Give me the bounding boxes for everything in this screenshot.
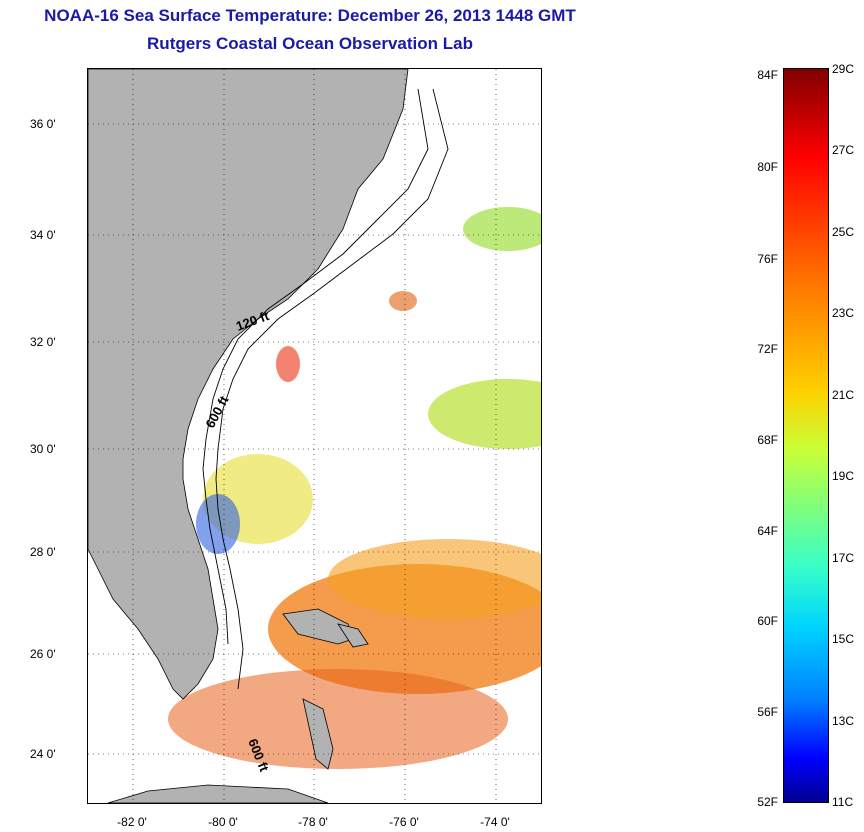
colorbar-f-label: 64F <box>757 524 778 538</box>
sst-patch-red-north <box>276 346 300 382</box>
lon-tick-label: -78 0' <box>298 815 328 829</box>
colorbar-c-label: 17C <box>832 551 855 565</box>
colorbar <box>783 68 829 803</box>
lon-tick-label: -74 0' <box>480 815 510 829</box>
colorbar-f-label: 60F <box>757 614 778 628</box>
colorbar-c-label: 25C <box>832 225 855 239</box>
land-cuba <box>107 784 329 803</box>
colorbar-f-label: 72F <box>757 342 778 356</box>
colorbar-c-label: 29C <box>832 62 855 76</box>
contour-600ft <box>215 88 449 690</box>
colorbar-f-label: 80F <box>757 160 778 174</box>
contour-label-600ft-north: 600 ft <box>202 393 232 431</box>
colorbar-f-label: 84F <box>757 68 778 82</box>
colorbar-c-label: 15C <box>832 632 855 646</box>
colorbar-f-label: 56F <box>757 705 778 719</box>
lat-tick-label: 32 0' <box>30 335 56 349</box>
colorbar-c-label: 27C <box>832 143 855 157</box>
sst-map: 120 ft 600 ft 600 ft <box>87 68 542 804</box>
colorbar-c-label: 11C <box>832 795 854 809</box>
contour-120ft <box>202 88 429 645</box>
sst-patch-orange-north <box>389 291 417 311</box>
colorbar-f-label: 68F <box>757 433 778 447</box>
map-subtitle: Rutgers Coastal Ocean Observation Lab <box>147 34 473 53</box>
lat-tick-label: 26 0' <box>30 647 56 661</box>
sst-map-svg: 120 ft 600 ft 600 ft <box>88 69 541 803</box>
lat-tick-label: 24 0' <box>30 747 56 761</box>
map-title: NOAA-16 Sea Surface Temperature: Decembe… <box>44 6 576 25</box>
lon-tick-label: -82 0' <box>117 815 147 829</box>
sst-patch-orange-mid <box>328 539 541 619</box>
colorbar-c-label: 21C <box>832 388 855 402</box>
lon-tick-label: -80 0' <box>208 815 238 829</box>
sst-patches <box>168 207 541 769</box>
colorbar-c-label: 13C <box>832 714 855 728</box>
land-abaco <box>337 623 369 648</box>
land-mainland <box>88 69 409 700</box>
lat-tick-label: 30 0' <box>30 442 56 456</box>
sst-patch-red-south <box>168 669 508 769</box>
grid-lines <box>88 69 541 803</box>
sst-patch-green-east <box>428 379 541 449</box>
colorbar-f-label: 76F <box>757 252 778 266</box>
lat-tick-label: 36 0' <box>30 117 56 131</box>
lon-tick-label: -76 0' <box>389 815 419 829</box>
colorbar-c-label: 19C <box>832 469 855 483</box>
colorbar-f-label: 52F <box>757 795 778 809</box>
sst-patch-green-north <box>463 207 541 251</box>
lat-tick-label: 28 0' <box>30 545 56 559</box>
lat-tick-label: 34 0' <box>30 228 56 242</box>
colorbar-c-label: 23C <box>832 306 855 320</box>
